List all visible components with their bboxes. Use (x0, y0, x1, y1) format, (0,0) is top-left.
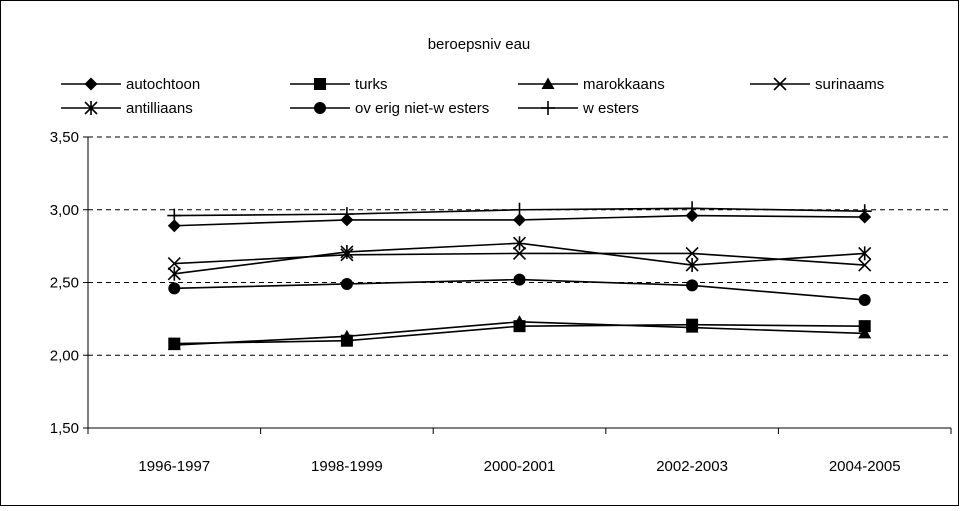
data-point (685, 258, 699, 273)
data-point (685, 209, 699, 223)
data-point (513, 213, 526, 227)
series-marokkaans (167, 315, 872, 351)
data-point (339, 207, 354, 222)
legend-item: w esters (518, 100, 639, 117)
data-point (858, 320, 871, 333)
data-point (340, 329, 354, 342)
x-tick-label: 2002-2003 (656, 458, 728, 475)
series-line (174, 252, 865, 266)
data-point (167, 257, 181, 271)
y-tick-label: 3,50 (50, 129, 79, 146)
x-tick-label: 2000-2001 (484, 458, 556, 475)
data-point (340, 277, 353, 290)
legend-marker (541, 101, 555, 115)
legend-marker (541, 77, 555, 89)
x-tick-label: 1998-1999 (311, 458, 383, 475)
series-ov-erig-niet-w-esters (168, 273, 871, 306)
data-point (857, 204, 872, 219)
legend-item: antilliaans (61, 100, 193, 117)
legend-label: antilliaans (126, 100, 193, 117)
y-tick-label: 1,50 (50, 420, 79, 437)
legend-label: surinaams (815, 76, 884, 93)
y-tick-label: 3,00 (50, 202, 79, 219)
data-point (685, 201, 700, 216)
legend-marker (84, 101, 98, 115)
data-point (512, 236, 527, 251)
data-point (858, 258, 872, 272)
legend-marker (84, 77, 98, 91)
y-tick-label: 2,50 (50, 275, 79, 292)
series-w-esters (167, 201, 872, 223)
legend-marker (773, 77, 787, 91)
data-point (686, 279, 699, 292)
data-point (513, 315, 526, 327)
legend-marker (314, 78, 326, 90)
legend: autochtoon turks marokkaans surinaams antill… (61, 76, 884, 117)
legend-item: autochtoon (61, 76, 200, 93)
axes: 1,50 2,00 2,50 3,00 3,50 1996-1997 1998-1999 20… (50, 129, 952, 475)
legend-marker (314, 102, 326, 114)
legend-label: turks (355, 76, 388, 93)
legend-label: w esters (582, 100, 639, 117)
legend-item: turks (290, 76, 388, 93)
series-antilliaans (167, 236, 872, 281)
x-tick-label: 2004-2005 (829, 458, 901, 475)
data-point (858, 246, 872, 261)
series-surinaams (167, 246, 872, 272)
chart-title: beroepsniv eau (428, 36, 531, 53)
legend-item: surinaams (750, 76, 884, 93)
y-tick-label: 2,00 (50, 347, 79, 364)
legend-label: marokkaans (583, 76, 665, 93)
legend-item: marokkaans (518, 76, 665, 93)
data-point (858, 326, 872, 339)
data-point (167, 266, 181, 281)
series-layer (167, 201, 872, 351)
legend-item: ov erig niet-w esters (290, 100, 489, 117)
data-point (512, 246, 527, 260)
data-point (167, 338, 181, 351)
data-point (513, 273, 526, 286)
legend-label: autochtoon (126, 76, 200, 93)
data-point (167, 208, 182, 223)
data-point (512, 202, 527, 217)
data-point (340, 244, 354, 259)
legend-label: ov erig niet-w esters (355, 100, 489, 117)
data-point (168, 282, 181, 295)
data-point (858, 293, 871, 306)
data-point (685, 246, 699, 260)
x-tick-label: 1996-1997 (138, 458, 210, 475)
data-point (685, 321, 699, 333)
data-point (167, 219, 181, 233)
